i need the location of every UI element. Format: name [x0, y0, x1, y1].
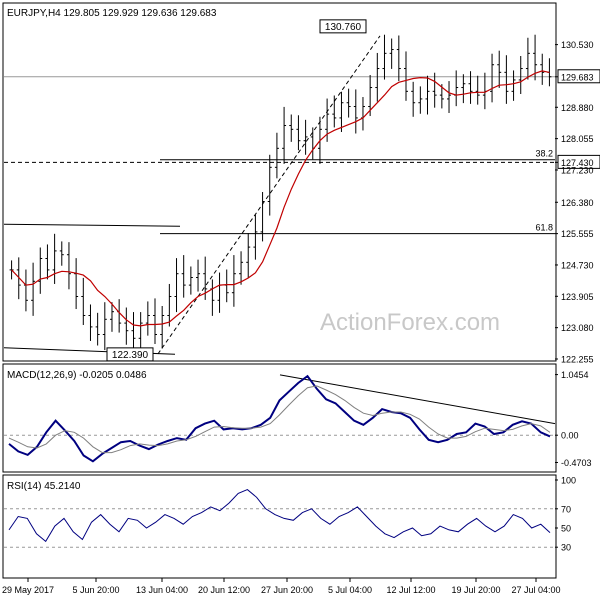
- time-tick-label: 12 Jul 12:00: [386, 585, 435, 595]
- time-tick-label: 5 Jun 20:00: [72, 585, 119, 595]
- rsi-tick-label: 100: [561, 476, 576, 486]
- price-chart-title: EURJPY,H4 129.805 129.929 129.636 129.68…: [7, 8, 217, 19]
- rsi-title: RSI(14) 45.2140: [7, 481, 81, 492]
- macd-tick-label: 1.0454: [561, 370, 589, 380]
- macd-panel-frame: [2, 363, 557, 473]
- price-panel-frame: [2, 2, 557, 362]
- fib-label: 38.2: [535, 149, 553, 159]
- macd-signal-line: [8, 385, 551, 454]
- time-tick-label: 29 May 2017: [2, 585, 54, 595]
- macd-tick-label: -0.4703: [561, 458, 592, 468]
- time-tick-label: 27 Jun 20:00: [261, 585, 313, 595]
- watermark: ActionForex.com: [320, 309, 500, 336]
- annotation-box: [106, 347, 154, 362]
- price-tick-label: 129.683: [561, 72, 594, 82]
- fib-label: 61.8: [535, 223, 553, 233]
- annotation-label-low: 122.390: [112, 350, 149, 361]
- rsi-panel-frame: [2, 474, 557, 579]
- macd-line: [8, 374, 551, 463]
- price-tick-label: 128.055: [561, 134, 594, 144]
- price-tick-label: 128.880: [561, 103, 594, 113]
- price-label-box: [557, 69, 600, 84]
- time-tick-label: 20 Jun 12:00: [198, 585, 250, 595]
- macd-title: MACD(12,26,9) -0.0205 0.0486: [7, 370, 147, 381]
- price-label-box: [557, 154, 600, 169]
- price-tick-label: 127.230: [561, 165, 594, 175]
- rsi-axis: 100 70 50 30: [555, 476, 576, 553]
- macd-tick-label: 0.00: [561, 431, 579, 441]
- price-tick-label: 123.080: [561, 323, 594, 333]
- annotation-box: [319, 19, 367, 34]
- resistance-line: [3, 223, 181, 227]
- rally-line: [157, 35, 381, 355]
- price-tick-label: 126.380: [561, 198, 594, 208]
- price-tick-label: 125.555: [561, 229, 594, 239]
- rsi-tick-label: 30: [561, 543, 571, 553]
- time-tick-label: 19 Jul 20:00: [451, 585, 500, 595]
- rsi-line: [8, 489, 551, 543]
- price-tick-label: 127.430: [561, 158, 594, 168]
- moving-average: [11, 70, 550, 327]
- macd-plot: [4, 374, 556, 463]
- time-tick-label: 5 Jul 04:00: [328, 585, 372, 595]
- moving-average-line: [11, 70, 550, 327]
- price-axis: 130.530 129.683 128.880 128.055 127.430127.2…: [555, 40, 600, 365]
- annotation-label-high: 130.760: [325, 22, 362, 33]
- macd-axis: 1.0454 0.00 -0.4703: [555, 370, 592, 468]
- rsi-tick-label: 50: [561, 524, 571, 534]
- rsi-plot: [4, 489, 555, 548]
- price-annotations: 130.760 122.390: [106, 19, 367, 362]
- price-tick-label: 123.905: [561, 292, 594, 302]
- price-tick-label: 122.255: [561, 355, 594, 365]
- price-tick-label: 130.530: [561, 40, 594, 50]
- time-axis: 29 May 2017 5 Jun 20:00 13 Jun 04:00 20 Jun…: [2, 578, 561, 595]
- rsi-tick-label: 70: [561, 504, 571, 514]
- macd-trendline: [279, 374, 556, 425]
- price-tick-label: 124.730: [561, 260, 594, 270]
- time-tick-label: 27 Jul 04:00: [511, 585, 560, 595]
- time-tick-label: 13 Jun 04:00: [136, 585, 188, 595]
